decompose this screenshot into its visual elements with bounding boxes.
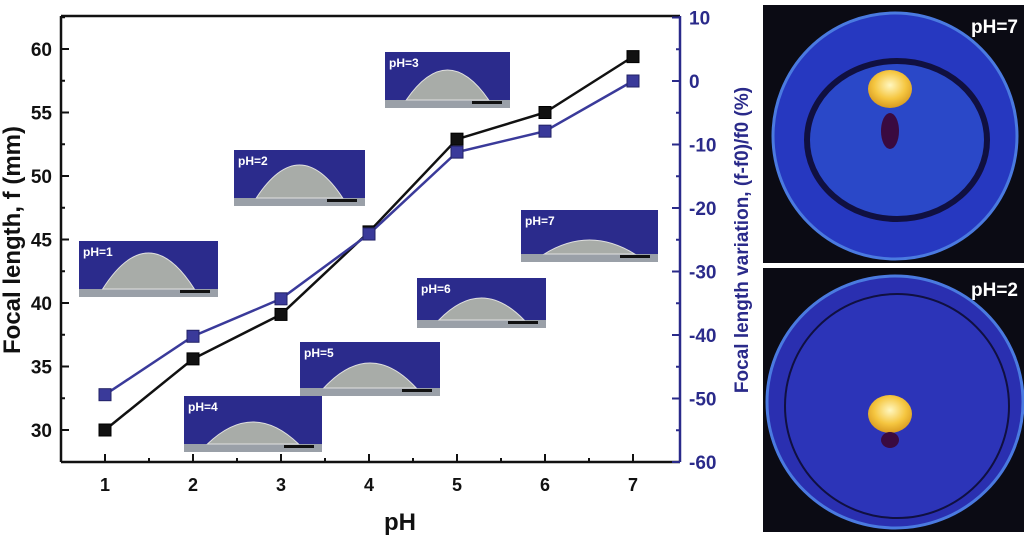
- inset-label: pH=4: [188, 400, 218, 414]
- inset-pH=2: pH=2: [234, 150, 365, 206]
- droplet: [405, 69, 490, 101]
- scale-bar: [620, 255, 650, 258]
- data-point-right: [186, 329, 200, 343]
- scale-bar: [402, 389, 432, 392]
- data-point-left: [626, 50, 640, 64]
- inset-label: pH=2: [238, 154, 268, 168]
- scale-bar: [508, 321, 538, 324]
- data-point-right: [98, 388, 112, 402]
- lens-shadow: [881, 432, 899, 448]
- droplet: [255, 164, 344, 199]
- inset-label: pH=1: [83, 245, 113, 259]
- lens-spot: [868, 70, 912, 108]
- scale-bar: [327, 199, 357, 202]
- inset-pH=5: pH=5: [300, 342, 440, 396]
- data-point-right: [450, 145, 464, 159]
- left-y-tick-label: 30: [31, 421, 52, 442]
- inset-label: pH=5: [304, 346, 334, 360]
- substrate: [234, 198, 365, 206]
- substrate: [79, 289, 218, 297]
- scale-bar: [180, 290, 210, 293]
- droplet: [101, 252, 196, 290]
- data-point-left: [274, 307, 288, 321]
- right-y-tick-label: -50: [689, 390, 716, 411]
- right-y-tick-label: 10: [689, 9, 710, 30]
- right-y-tick-label: -60: [689, 453, 716, 474]
- right-y-axis-label: Focal length variation, (f-f0)/f0 (%): [732, 87, 753, 393]
- inset-label: pH=6: [421, 282, 451, 296]
- inset-pH=3: pH=3: [385, 52, 510, 108]
- droplet: [322, 362, 418, 389]
- left-y-axis-label: Focal length, f (mm): [0, 126, 26, 354]
- data-point-left: [186, 352, 200, 366]
- x-tick-label: 5: [452, 475, 462, 495]
- x-tick-label: 7: [628, 475, 638, 495]
- right-y-tick-label: 0: [689, 72, 700, 93]
- inset-pH=1: pH=1: [79, 241, 218, 297]
- data-point-left: [450, 132, 464, 146]
- left-y-tick-label: 50: [31, 167, 52, 188]
- inset-pH=4: pH=4: [184, 396, 322, 452]
- lens-shadow: [881, 113, 899, 149]
- left-y-tick-label: 60: [31, 40, 52, 61]
- droplet: [206, 421, 300, 445]
- substrate: [300, 388, 440, 396]
- photo-pH=7: pH=7: [763, 5, 1024, 263]
- lens-spot: [868, 395, 912, 433]
- right-y-tick-label: -40: [689, 326, 716, 347]
- photo-pH=2: pH=2: [763, 268, 1024, 532]
- x-tick-label: 4: [364, 475, 374, 495]
- data-point-right: [626, 74, 640, 88]
- x-tick-label: 6: [540, 475, 550, 495]
- substrate: [184, 444, 322, 452]
- scale-bar: [284, 445, 314, 448]
- right-y-tick-label: -10: [689, 136, 716, 157]
- data-point-left: [98, 423, 112, 437]
- droplet: [437, 297, 526, 321]
- data-point-right: [362, 227, 376, 241]
- inset-pH=6: pH=6: [417, 278, 546, 328]
- x-tick-label: 3: [276, 475, 286, 495]
- substrate: [417, 320, 546, 328]
- inset-pH=7: pH=7: [521, 210, 658, 262]
- left-y-tick-label: 35: [31, 358, 53, 379]
- left-y-tick-label: 55: [31, 104, 53, 125]
- x-tick-label: 1: [100, 475, 110, 495]
- inset-label: pH=3: [389, 56, 419, 70]
- scale-bar: [472, 101, 502, 104]
- droplet: [542, 239, 637, 255]
- left-y-tick-label: 45: [31, 231, 53, 252]
- left-y-tick-label: 40: [31, 294, 52, 315]
- photo-label: pH=2: [971, 280, 1018, 301]
- data-point-left: [538, 106, 552, 119]
- right-y-tick-label: -20: [689, 199, 716, 220]
- right-y-tick-label: -30: [689, 263, 716, 284]
- data-point-right: [274, 292, 288, 306]
- data-point-right: [538, 124, 552, 138]
- x-tick-label: 2: [188, 475, 198, 495]
- inset-label: pH=7: [525, 214, 555, 228]
- substrate: [521, 254, 658, 262]
- x-axis-label: pH: [384, 509, 416, 536]
- substrate: [385, 100, 510, 108]
- photo-label: pH=7: [971, 17, 1018, 38]
